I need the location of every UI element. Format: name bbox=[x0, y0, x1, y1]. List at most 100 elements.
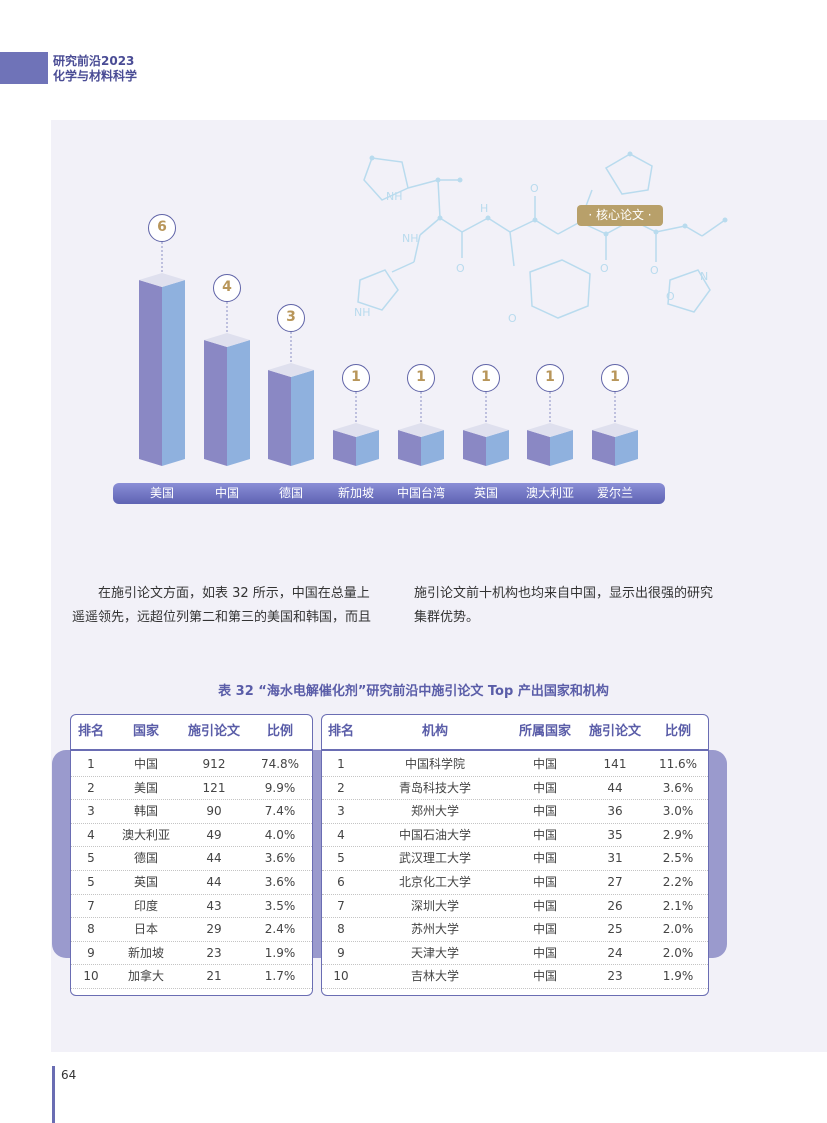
table-cell: 43 bbox=[206, 898, 222, 913]
table-cell: 3 bbox=[337, 804, 345, 819]
column-header: 排名 bbox=[327, 724, 354, 739]
bar-5 bbox=[398, 392, 444, 466]
table-cell: 23 bbox=[607, 969, 623, 984]
x-tick-label: 德国 bbox=[278, 486, 303, 500]
column-header: 施引论文 bbox=[588, 724, 641, 739]
table-cell: 武汉理工大学 bbox=[398, 851, 471, 866]
table-cell: 中国 bbox=[532, 898, 557, 913]
value-badge: 1 bbox=[342, 364, 370, 392]
table-cell: 1.7% bbox=[264, 969, 296, 984]
bar-right-face bbox=[291, 370, 314, 466]
table-cell: 4 bbox=[87, 827, 95, 842]
x-tick-label: 美国 bbox=[149, 486, 174, 500]
table-cell: 中国 bbox=[532, 827, 557, 842]
table-cell: 5 bbox=[87, 875, 95, 889]
table-cell: 中国石油大学 bbox=[398, 827, 471, 842]
bar-left-face bbox=[333, 430, 356, 466]
header-line-2: 化学与材料科学 bbox=[53, 69, 138, 83]
table-cell: 中国 bbox=[532, 875, 557, 889]
o-label: O bbox=[666, 290, 675, 303]
table-row: 5 德国 44 3.6% bbox=[71, 847, 312, 871]
table-cell: 苏州大学 bbox=[410, 922, 459, 937]
o-label: O bbox=[650, 264, 659, 277]
h-label: H bbox=[480, 202, 488, 215]
o-label: O bbox=[600, 262, 609, 275]
table-cell: 中国 bbox=[532, 969, 557, 984]
x-tick-label: 新加坡 bbox=[337, 486, 374, 500]
footer-accent-bar bbox=[52, 1066, 55, 1123]
table-cell: 912 bbox=[202, 757, 226, 771]
table-row: 1 中国 912 74.8% bbox=[71, 753, 312, 777]
table-cell: 印度 bbox=[133, 898, 158, 913]
table-cell: 中国科学院 bbox=[404, 757, 465, 771]
table-cell: 中国 bbox=[532, 757, 557, 771]
column-header: 比例 bbox=[664, 724, 691, 739]
table-cell: 8 bbox=[337, 922, 345, 937]
table-cell: 4.0% bbox=[264, 827, 296, 842]
paragraph-left-line-2: 遥遥领先，远超位列第二和第三的美国和韩国，而且 bbox=[72, 610, 372, 625]
value-badge: 1 bbox=[601, 364, 629, 392]
table-row: 10 加拿大 21 1.7% bbox=[71, 965, 312, 989]
bar-right-face bbox=[356, 430, 379, 466]
paragraph-right: 施引论文前十机构也均来自中国，显示出很强的研究 集群优势。 bbox=[414, 582, 744, 630]
table-cell: 8 bbox=[87, 922, 95, 937]
bar-right-face bbox=[421, 430, 444, 466]
table-row: 7 印度 43 3.5% bbox=[71, 895, 312, 919]
o-label: O bbox=[456, 262, 465, 275]
paragraph-left-line-1: 在施引论文方面，如表 32 所示，中国在总量上 bbox=[98, 586, 370, 601]
molecule-decoration-icon: NH NH NH H O O O O O O N bbox=[354, 151, 728, 325]
x-tick-label: 爱尔兰 bbox=[596, 486, 633, 500]
bar-top-face bbox=[592, 423, 638, 437]
table-cell: 24 bbox=[607, 945, 623, 960]
table-cell: 郑州大学 bbox=[410, 804, 459, 819]
bar-right-face bbox=[550, 430, 573, 466]
table-cell: 90 bbox=[206, 804, 222, 819]
table-row: 10 吉林大学 中国 23 1.9% bbox=[322, 965, 708, 989]
value-badge: 1 bbox=[407, 364, 435, 392]
table-cell: 3.6% bbox=[264, 851, 296, 866]
bar-3 bbox=[268, 332, 314, 466]
bar-left-face bbox=[592, 430, 615, 466]
bar-left-face bbox=[268, 370, 291, 466]
table-cell: 1 bbox=[337, 757, 345, 771]
table-cell: 3.0% bbox=[662, 804, 694, 819]
bar-left-face bbox=[139, 280, 162, 466]
table-cell: 5 bbox=[337, 851, 345, 866]
table-cell: 德国 bbox=[133, 851, 158, 866]
o-label: O bbox=[508, 312, 517, 325]
x-tick-label: 中国台湾 bbox=[396, 486, 445, 500]
paragraph-right-line-1: 施引论文前十机构也均来自中国，显示出很强的研究 bbox=[414, 586, 714, 601]
table-cell: 7.4% bbox=[264, 804, 296, 819]
table-cell: 2.9% bbox=[662, 827, 694, 842]
table-cell: 26 bbox=[607, 898, 623, 913]
table-cell: 36 bbox=[607, 804, 623, 819]
table-cell: 4 bbox=[337, 827, 345, 842]
table-cell: 澳大利亚 bbox=[121, 827, 170, 842]
table-cell: 加拿大 bbox=[127, 969, 164, 984]
table-cell: 7 bbox=[87, 898, 95, 913]
table-cell: 日本 bbox=[133, 922, 158, 937]
institution-table-header: 排名 机构 所属国家 施引论文 比例 bbox=[322, 715, 708, 751]
bar-8 bbox=[592, 392, 638, 466]
table-cell: 74.8% bbox=[260, 757, 300, 771]
nh-label: NH bbox=[386, 190, 403, 203]
table-cell: 141 bbox=[603, 757, 627, 771]
table-row: 9 新加坡 23 1.9% bbox=[71, 942, 312, 966]
table-row: 3 郑州大学 中国 36 3.0% bbox=[322, 800, 708, 824]
table-cell: 青岛科技大学 bbox=[398, 780, 471, 795]
n-label: N bbox=[700, 270, 708, 283]
table-row: 8 日本 29 2.4% bbox=[71, 918, 312, 942]
table-cell: 2 bbox=[337, 780, 345, 795]
table-cell: 11.6% bbox=[658, 757, 698, 771]
table-cell: 天津大学 bbox=[410, 945, 459, 960]
table-cell: 2.0% bbox=[662, 945, 694, 960]
table-row: 9 天津大学 中国 24 2.0% bbox=[322, 942, 708, 966]
table-cell: 韩国 bbox=[133, 804, 158, 819]
page-number: 64 bbox=[61, 1068, 77, 1082]
table-cell: 北京化工大学 bbox=[398, 875, 471, 889]
column-header: 所属国家 bbox=[518, 724, 571, 739]
bar-2 bbox=[204, 302, 250, 466]
table-cell: 9.9% bbox=[264, 780, 296, 795]
table-row: 8 苏州大学 中国 25 2.0% bbox=[322, 918, 708, 942]
table-cell: 29 bbox=[206, 922, 222, 937]
